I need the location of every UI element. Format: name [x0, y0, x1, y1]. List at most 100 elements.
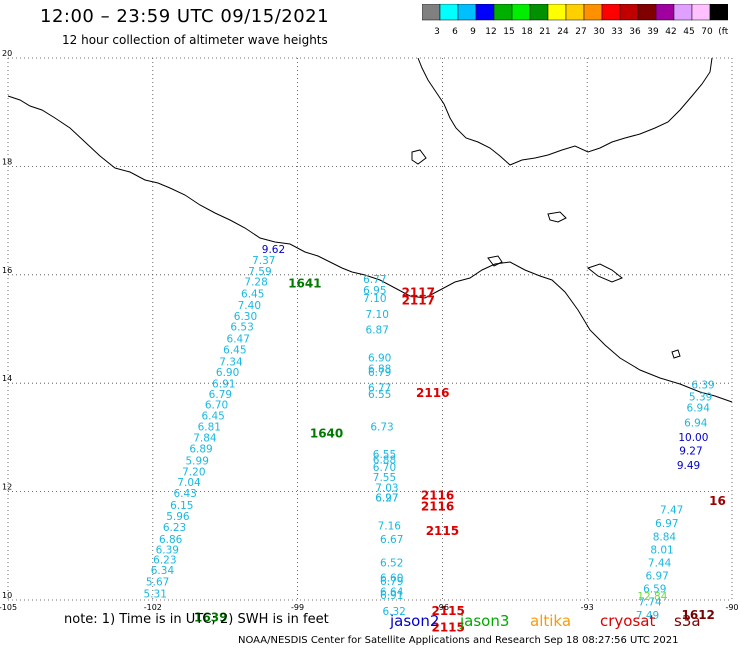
- wave-height-label: 8.01: [650, 544, 673, 556]
- legend-label: 45: [683, 27, 694, 37]
- legend-label: 18: [521, 27, 533, 37]
- wave-height-label: 6.90: [216, 367, 239, 379]
- wave-height-label: 6.79: [380, 576, 403, 588]
- wave-height-label: 6.86: [159, 534, 183, 546]
- wave-height-label: 6.67: [380, 534, 403, 546]
- wave-height-label: 6.77: [363, 274, 386, 286]
- wave-height-label-jason2: 9.27: [679, 446, 702, 458]
- legend-label: (ft): [718, 27, 728, 37]
- legend-label: 24: [557, 27, 569, 37]
- wave-height-label: 6.15: [170, 500, 193, 512]
- footer-credit: NOAA/NESDIS Center for Satellite Applica…: [238, 635, 679, 646]
- pass-time-label: 2116: [421, 489, 454, 503]
- wave-height-label: 6.45: [201, 411, 224, 423]
- legend-label: 15: [503, 27, 514, 37]
- pass-time-label: 2117: [402, 285, 435, 299]
- wave-height-label-jason2: 10.00: [678, 432, 708, 444]
- legend-label: 9: [470, 27, 476, 37]
- wave-height-label: 6.59: [643, 583, 666, 595]
- wave-height-label: 7.10: [366, 309, 389, 321]
- legend-label: 33: [611, 27, 622, 37]
- wave-height-label: 7.84: [193, 433, 217, 445]
- wave-height-label: 7.20: [182, 466, 205, 478]
- lat-tick-label: 10: [2, 591, 12, 600]
- wave-height-label: 6.70: [373, 462, 396, 474]
- wave-height-label: 6.47: [227, 334, 250, 346]
- legend-label: 21: [539, 27, 550, 37]
- wave-height-label: 7.49: [636, 610, 659, 622]
- legend-label: 70: [701, 27, 713, 37]
- wave-height-label: 6.81: [198, 421, 221, 433]
- wave-height-label: 7.47: [660, 504, 683, 516]
- wave-height-label: 6.39: [156, 544, 179, 556]
- wave-height-label: 6.53: [230, 322, 253, 334]
- satellite-cryosat: cryosat: [600, 612, 656, 630]
- pass-time-label: 2117: [402, 294, 435, 308]
- legend-label: 12: [485, 27, 496, 37]
- lon-tick-label: -99: [291, 603, 304, 612]
- lon-tick-label: -102: [144, 603, 162, 612]
- wave-height-label: 7.37: [252, 255, 275, 267]
- lon-tick-label: -96: [436, 603, 449, 612]
- wave-height-label: 6.39: [691, 380, 714, 392]
- satellite-jason2: jason2: [390, 612, 440, 630]
- wave-height-label: 6.87: [366, 324, 389, 336]
- lat-tick-label: 18: [2, 157, 12, 166]
- wave-height-label: 6.97: [645, 570, 668, 582]
- pass-time-label: 1612: [682, 608, 715, 622]
- tehuantepec-lagoon: [586, 263, 623, 283]
- wave-height-label: 6.91: [212, 379, 235, 391]
- legend-label: 6: [452, 27, 458, 37]
- pass-time-label: 1640: [310, 426, 343, 440]
- lat-tick-label: 16: [2, 266, 12, 275]
- pass-time-label: 1639: [194, 611, 227, 625]
- gulf-island: [411, 149, 427, 165]
- pass-time-label: 16: [709, 494, 726, 508]
- map-subtitle: 12 hour collection of altimeter wave hei…: [62, 33, 328, 47]
- wave-height-label: 6.55: [368, 389, 391, 401]
- pass-time-label: 2115: [431, 604, 464, 618]
- wave-height-label: 6.27: [375, 492, 398, 504]
- wave-height-label: 6.88: [368, 363, 391, 375]
- wave-height-label: 6.34: [151, 565, 175, 577]
- wave-height-tracks: 5.315.676.346.236.396.866.235.966.156.43…: [144, 244, 715, 622]
- wave-height-label-jason2: 9.62: [262, 244, 285, 256]
- wave-height-label: 6.23: [163, 522, 186, 534]
- mexico-pacific-coast: [7, 95, 733, 403]
- satellite-s3a: s3a: [674, 612, 701, 630]
- wave-height-label: 7.74: [638, 596, 662, 608]
- wave-height-label: 5.39: [689, 392, 712, 404]
- lagoon-east: [671, 349, 681, 359]
- wave-height-label: 6.32: [382, 606, 405, 618]
- wave-height-label: 6.23: [153, 555, 176, 567]
- pass-time-label: 2115: [431, 620, 464, 634]
- wave-height-label: 6.64: [380, 587, 404, 599]
- lat-tick-label: 14: [2, 374, 12, 383]
- map-title: 12:00 – 23:59 UTC 09/15/2021: [40, 6, 330, 27]
- wave-height-label: 7.10: [363, 293, 386, 305]
- wave-height-label: 6.73: [370, 421, 393, 433]
- wave-height-label: 6.89: [189, 444, 212, 456]
- wave-height-label: 6.97: [375, 492, 398, 504]
- wave-height-label: 7.03: [375, 483, 398, 495]
- wave-height-label: 6.45: [223, 344, 246, 356]
- wave-height-label: 6.88: [373, 454, 396, 466]
- graticule: [7, 57, 733, 601]
- wave-height-label: 7.40: [238, 300, 261, 312]
- lon-tick-label: -90: [725, 603, 738, 612]
- wave-height-label: 8.84: [653, 531, 677, 543]
- satellite-altika: altika: [530, 612, 572, 630]
- wave-height-label: 5.31: [144, 588, 167, 600]
- legend-label: 30: [593, 27, 605, 37]
- wave-height-label: 7.44: [648, 557, 672, 569]
- coastline: [7, 57, 733, 403]
- wave-height-label: 7.28: [244, 277, 267, 289]
- wave-height-label-jason2: 9.49: [677, 460, 700, 472]
- wave-height-label: 6.77: [368, 382, 391, 394]
- legend-label: 42: [665, 27, 676, 37]
- pass-time-label: 2116: [421, 500, 454, 514]
- wave-height-label: 6.97: [655, 518, 678, 530]
- wave-height-label: 7.16: [378, 521, 402, 533]
